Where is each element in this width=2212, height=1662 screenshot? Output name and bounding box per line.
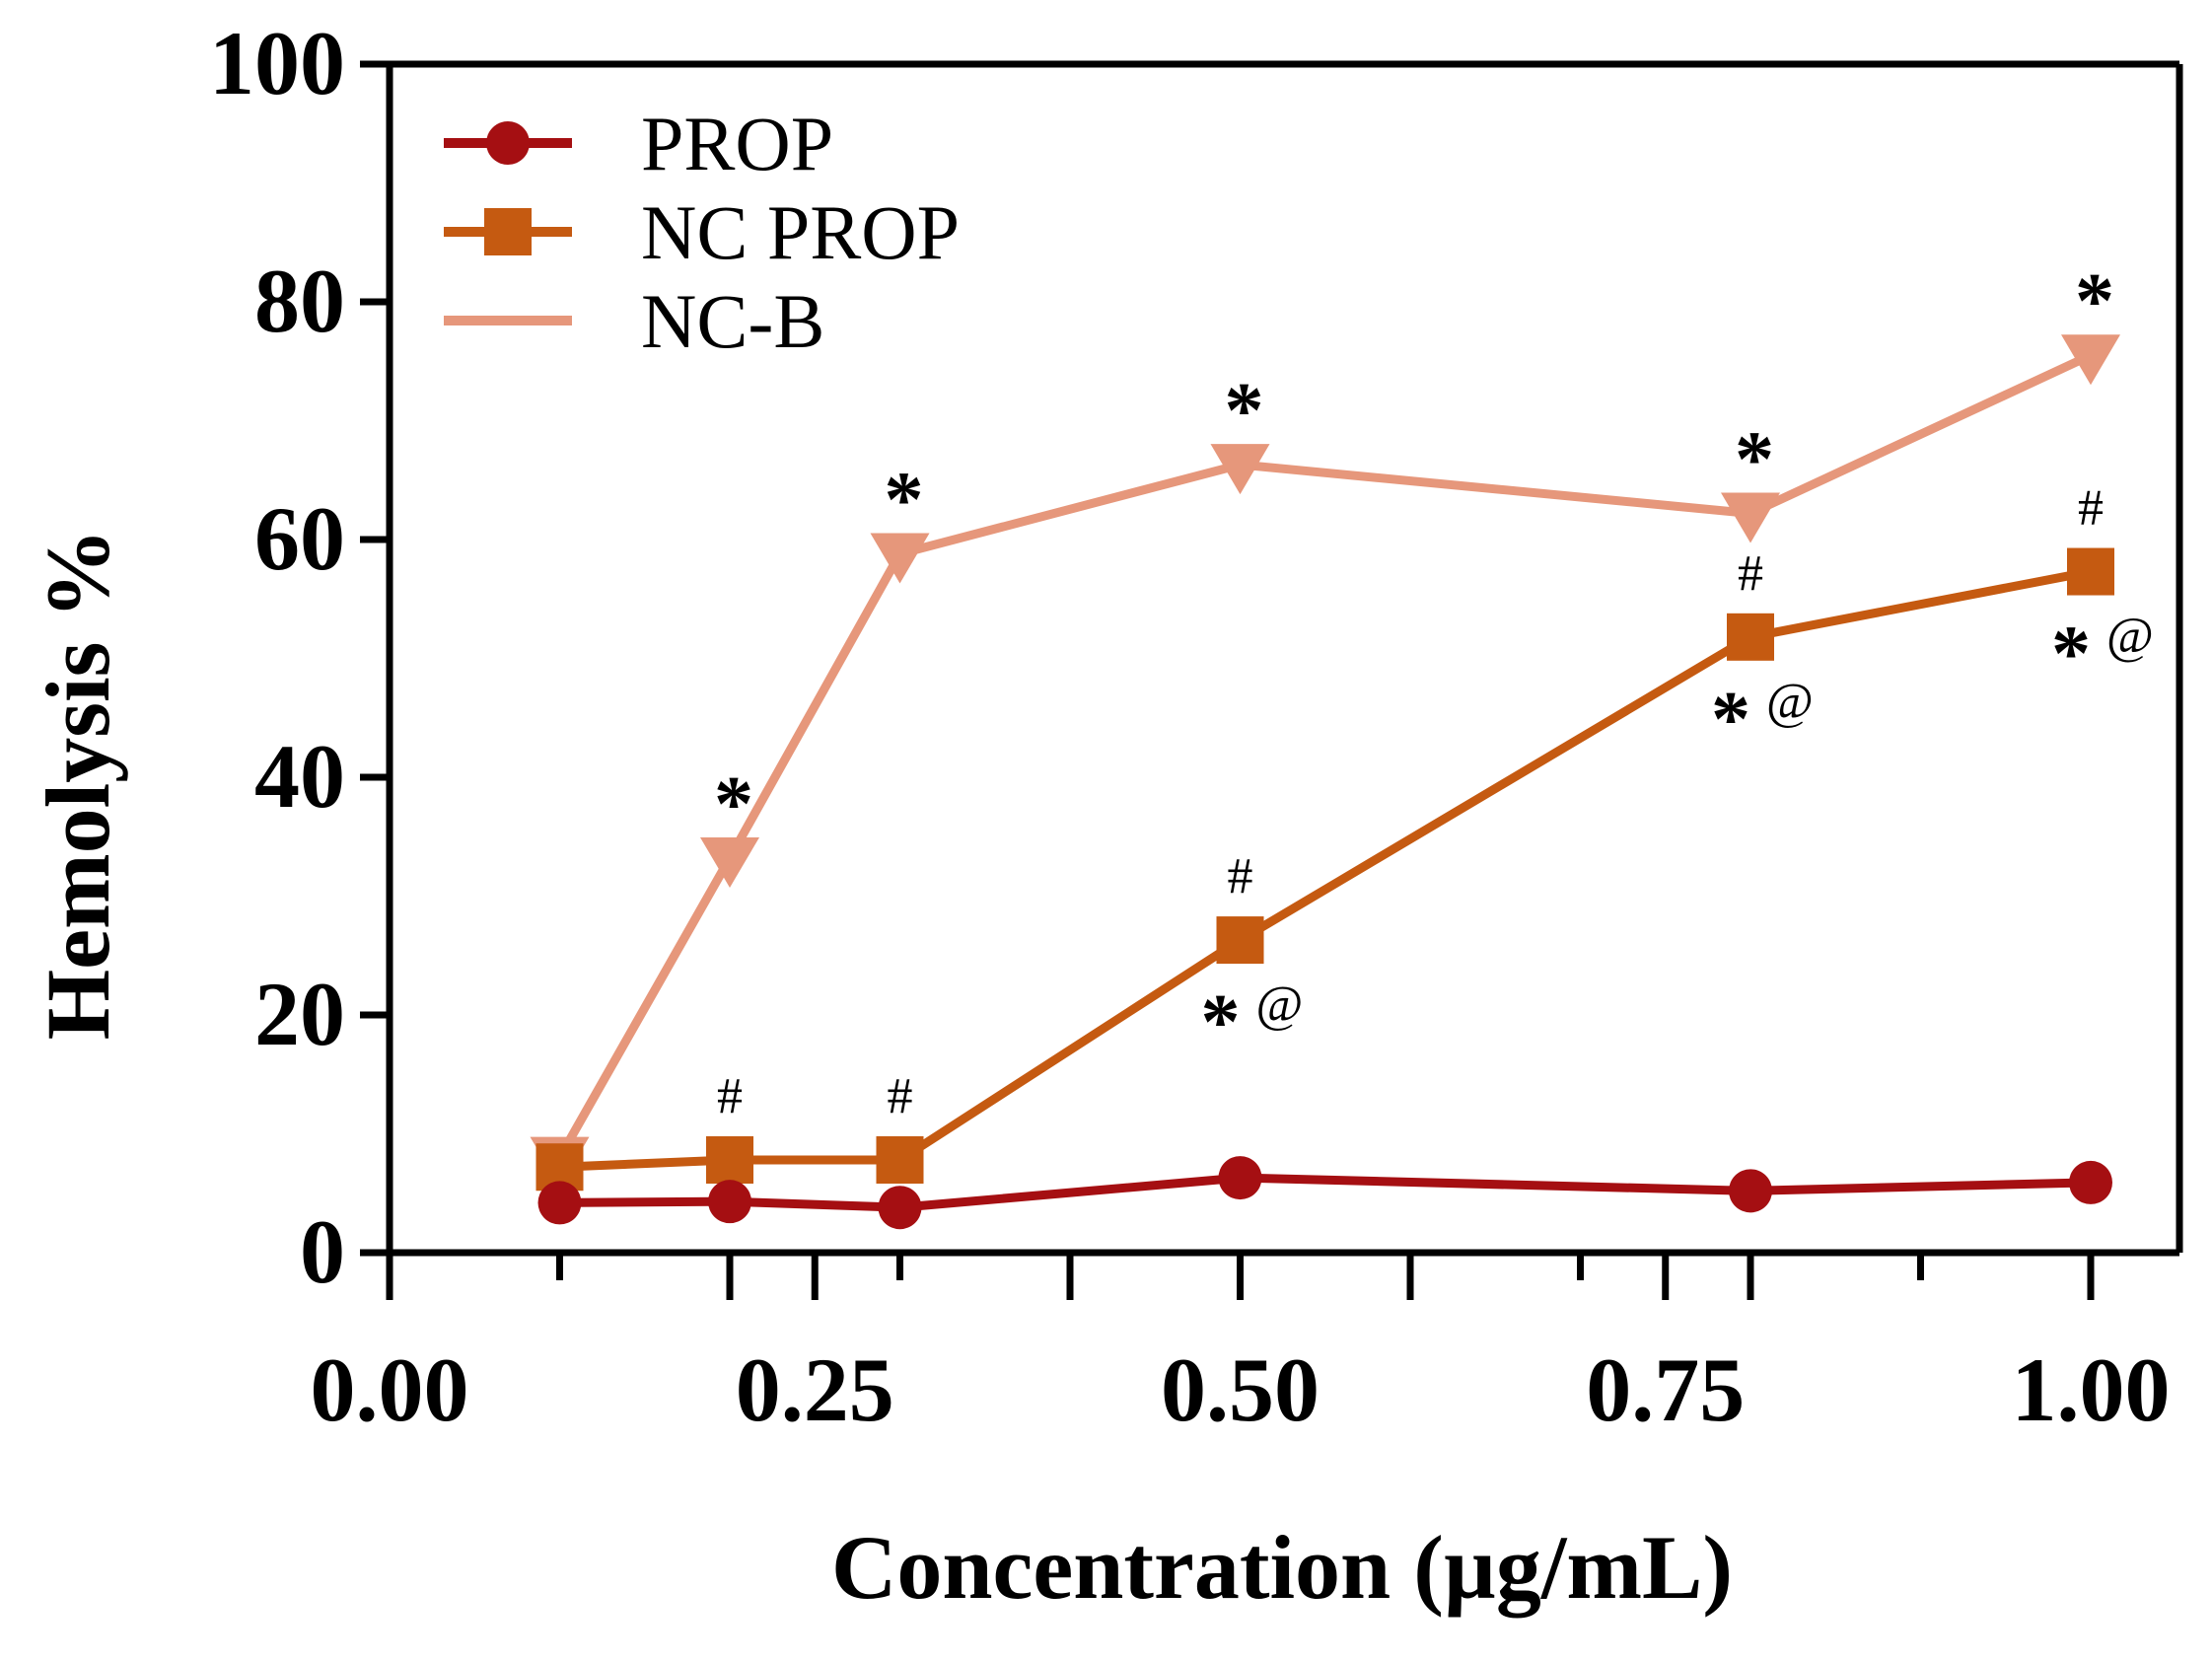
- legend-item-nc-prop: NC PROP: [444, 189, 960, 275]
- data-point: [2067, 547, 2114, 596]
- x-tick-label: 0.75: [1586, 1339, 1745, 1440]
- x-tick-label: 1.00: [2012, 1339, 2171, 1440]
- significance-at: @: [1766, 674, 1814, 730]
- significance-star: *: [714, 761, 753, 848]
- x-tick-label: 0.50: [1161, 1339, 1320, 1440]
- data-point: [706, 1136, 753, 1185]
- significance-hash: #: [1228, 848, 1253, 904]
- x-axis-title: Concentration (µg/mL): [831, 1517, 1733, 1618]
- data-point: [1721, 492, 1780, 543]
- y-tick-label: 80: [254, 251, 345, 351]
- legend-label: NC PROP: [641, 189, 960, 275]
- axes: 0 20 40 60 80 100 0.00 0.25 0.50 0.75 1.00: [209, 13, 2183, 1440]
- x-tick-label: 0.25: [736, 1339, 894, 1440]
- data-point: [700, 836, 759, 888]
- data-point: [1210, 444, 1270, 495]
- data-point: [1729, 1169, 1772, 1213]
- significance-star: *: [1711, 677, 1750, 763]
- series-line: [555, 351, 2093, 1160]
- annotations: * * * * * # # # * @ # * @ # * @: [714, 258, 2154, 1124]
- significance-hash: #: [1738, 545, 1763, 602]
- y-tick-label: 100: [209, 13, 345, 113]
- data-point: [2061, 334, 2120, 386]
- significance-star: *: [1225, 368, 1264, 455]
- significance-star: *: [885, 457, 924, 543]
- data-point: [876, 1136, 924, 1185]
- data-point: [1727, 613, 1774, 661]
- y-axis-title: Hemolysis %: [28, 529, 128, 1041]
- data-point: [1216, 916, 1264, 965]
- series-nc-b: [530, 334, 2120, 1188]
- x-tick-label: 0.00: [311, 1339, 469, 1440]
- series-line: [559, 1173, 2092, 1212]
- y-tick-label: 40: [254, 726, 345, 827]
- legend-item-nc-b: NC-B: [444, 278, 824, 364]
- data-point: [870, 533, 930, 584]
- data-point: [1218, 1156, 1262, 1200]
- data-point: [537, 1181, 582, 1225]
- y-tick-label: 0: [300, 1201, 345, 1302]
- data-point: [708, 1180, 751, 1224]
- legend-marker: [486, 121, 530, 165]
- data-point: [2069, 1160, 2112, 1204]
- significance-star: *: [1201, 979, 1241, 1066]
- significance-at: @: [2106, 609, 2154, 665]
- significance-hash: #: [717, 1068, 743, 1124]
- y-tick-label: 20: [254, 964, 345, 1064]
- y-tick-label: 60: [254, 488, 345, 589]
- significance-hash: #: [888, 1068, 913, 1124]
- series-layer: [530, 334, 2120, 1230]
- series-prop: [537, 1156, 2112, 1230]
- significance-hash: #: [2078, 480, 2104, 537]
- significance-star: *: [1735, 416, 1774, 503]
- series-line: [559, 567, 2092, 1172]
- legend-label: PROP: [641, 101, 833, 186]
- legend-marker: [484, 208, 532, 255]
- series-nc-prop: [535, 547, 2114, 1192]
- significance-star: *: [2051, 612, 2091, 698]
- data-point: [878, 1186, 922, 1230]
- significance-star: *: [2075, 258, 2114, 345]
- legend-label: NC-B: [641, 278, 824, 364]
- legend-item-prop: PROP: [444, 101, 833, 186]
- significance-at: @: [1256, 976, 1304, 1033]
